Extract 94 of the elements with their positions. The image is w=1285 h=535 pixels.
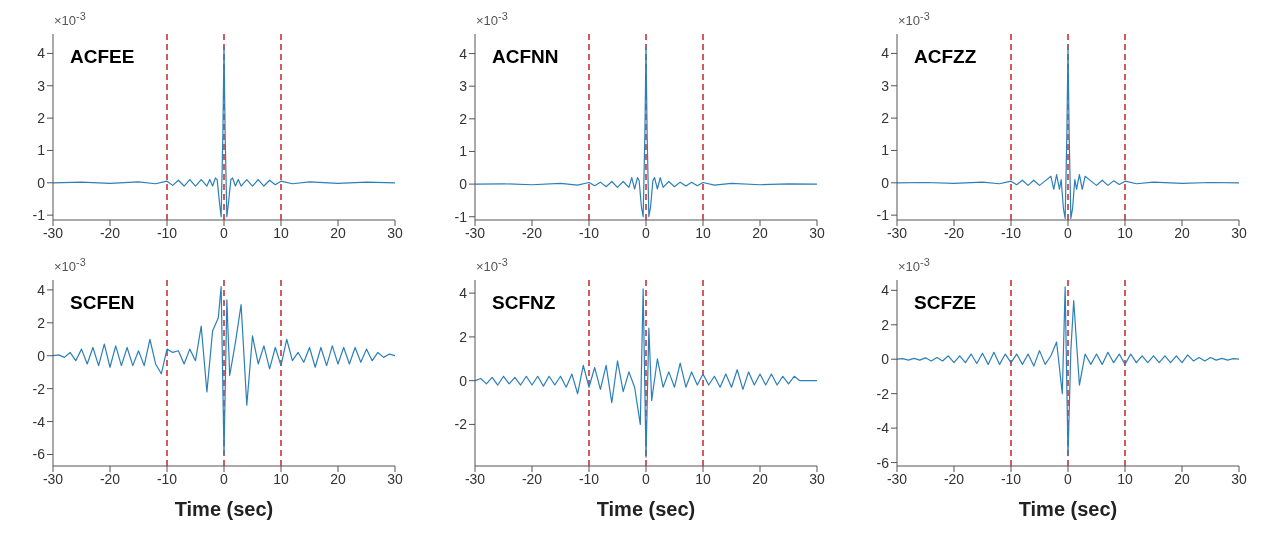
y-tick-label: -6 — [32, 446, 46, 463]
x-tick-label: 30 — [1231, 470, 1247, 487]
y-tick-label: 0 — [37, 347, 46, 364]
x-tick-label: -30 — [42, 470, 64, 487]
x-tick-label: -10 — [156, 224, 178, 241]
x-tick-label: 10 — [273, 470, 289, 487]
text: ACFNN — [492, 46, 559, 68]
y-tick-label: -4 — [32, 413, 46, 430]
text: ACFZZ — [914, 46, 977, 68]
x-tick-label: -20 — [99, 224, 121, 241]
y-tick-label: 2 — [459, 110, 468, 127]
x-tick-label: -30 — [42, 224, 64, 241]
y-tick-label: 3 — [37, 77, 46, 94]
x-tick-label: 0 — [642, 470, 651, 487]
x-tick-label: 30 — [387, 224, 403, 241]
y-tick-label: 4 — [881, 282, 890, 299]
y-tick-label: 4 — [37, 281, 46, 298]
x-tick-label: 10 — [1117, 224, 1133, 241]
line-series — [897, 286, 1239, 457]
x-tick-label: -30 — [464, 470, 486, 487]
y-tick-label: 4 — [881, 45, 890, 62]
y-tick-label: 0 — [37, 174, 46, 191]
x-tick-label: -20 — [943, 470, 965, 487]
x-tick-label: 10 — [273, 224, 289, 241]
y-tick-label: 2 — [37, 314, 46, 331]
x-axis-title: Time (sec) — [595, 498, 697, 521]
x-tick-label: -20 — [521, 470, 543, 487]
y-tick-label: 0 — [459, 176, 468, 193]
x-tick-label: -30 — [464, 224, 486, 241]
text: ×10$^{-3}$ — [54, 256, 86, 275]
x-tick-label: -10 — [578, 224, 600, 241]
y-tick-label: 4 — [459, 45, 468, 62]
x-tick-label: 30 — [809, 224, 825, 241]
x-tick-label: -20 — [943, 224, 965, 241]
x-tick-label: -20 — [521, 224, 543, 241]
text: ×10$^{-3}$ — [476, 256, 508, 275]
y-tick-label: -1 — [876, 207, 890, 224]
x-tick-label: 30 — [387, 470, 403, 487]
line-series — [475, 288, 817, 458]
y-tick-label: -2 — [876, 385, 890, 402]
x-tick-label: 20 — [752, 470, 768, 487]
y-tick-label: 1 — [881, 142, 890, 159]
y-tick-label: -1 — [32, 207, 46, 224]
y-tick-label: 1 — [37, 142, 46, 159]
text: ×10$^{-3}$ — [476, 10, 508, 29]
y-tick-label: -4 — [876, 420, 890, 437]
y-tick-label: 2 — [881, 316, 890, 333]
y-tick-label: 2 — [459, 328, 468, 345]
text: SCFEN — [70, 292, 135, 314]
x-tick-label: -10 — [1000, 470, 1022, 487]
y-tick-label: 0 — [459, 372, 468, 389]
y-tick-label: 0 — [881, 174, 890, 191]
y-tick-label: 0 — [881, 351, 890, 368]
x-axis-title: Time (sec) — [1017, 498, 1119, 521]
x-axis-title: Time (sec) — [173, 498, 275, 521]
text: ×10$^{-3}$ — [898, 10, 930, 29]
x-tick-label: 10 — [695, 224, 711, 241]
text: SCFNZ — [492, 292, 556, 314]
x-tick-label: 30 — [809, 470, 825, 487]
x-tick-label: 20 — [330, 470, 346, 487]
y-tick-label: -2 — [32, 380, 46, 397]
y-tick-label: 2 — [881, 110, 890, 127]
x-tick-label: -10 — [156, 470, 178, 487]
x-tick-label: 20 — [752, 224, 768, 241]
text: ACFEE — [70, 46, 135, 68]
y-tick-label: 4 — [459, 285, 468, 302]
x-tick-label: 20 — [330, 224, 346, 241]
x-tick-label: -20 — [99, 470, 121, 487]
x-tick-label: 20 — [1174, 224, 1190, 241]
y-tick-label: -2 — [454, 416, 468, 433]
x-tick-label: 30 — [1231, 224, 1247, 241]
x-tick-label: 0 — [1064, 224, 1073, 241]
line-series — [53, 285, 395, 456]
text: ×10$^{-3}$ — [898, 256, 930, 275]
x-tick-label: -10 — [578, 470, 600, 487]
y-tick-label: 2 — [37, 110, 46, 127]
x-tick-label: -30 — [886, 224, 908, 241]
x-tick-label: 10 — [695, 470, 711, 487]
y-tick-label: 3 — [881, 77, 890, 94]
y-tick-label: 1 — [459, 143, 468, 160]
y-tick-label: 3 — [459, 78, 468, 95]
text: SCFZE — [914, 292, 977, 314]
x-tick-label: 10 — [1117, 470, 1133, 487]
y-tick-label: 4 — [37, 45, 46, 62]
x-tick-label: 0 — [220, 224, 229, 241]
x-tick-label: -30 — [886, 470, 908, 487]
y-tick-label: -1 — [454, 208, 468, 225]
y-tick-label: -6 — [876, 454, 890, 471]
x-tick-label: 0 — [220, 470, 229, 487]
x-tick-label: 0 — [642, 224, 651, 241]
x-tick-label: -10 — [1000, 224, 1022, 241]
text: ×10$^{-3}$ — [54, 10, 86, 29]
x-tick-label: 20 — [1174, 470, 1190, 487]
x-tick-label: 0 — [1064, 470, 1073, 487]
